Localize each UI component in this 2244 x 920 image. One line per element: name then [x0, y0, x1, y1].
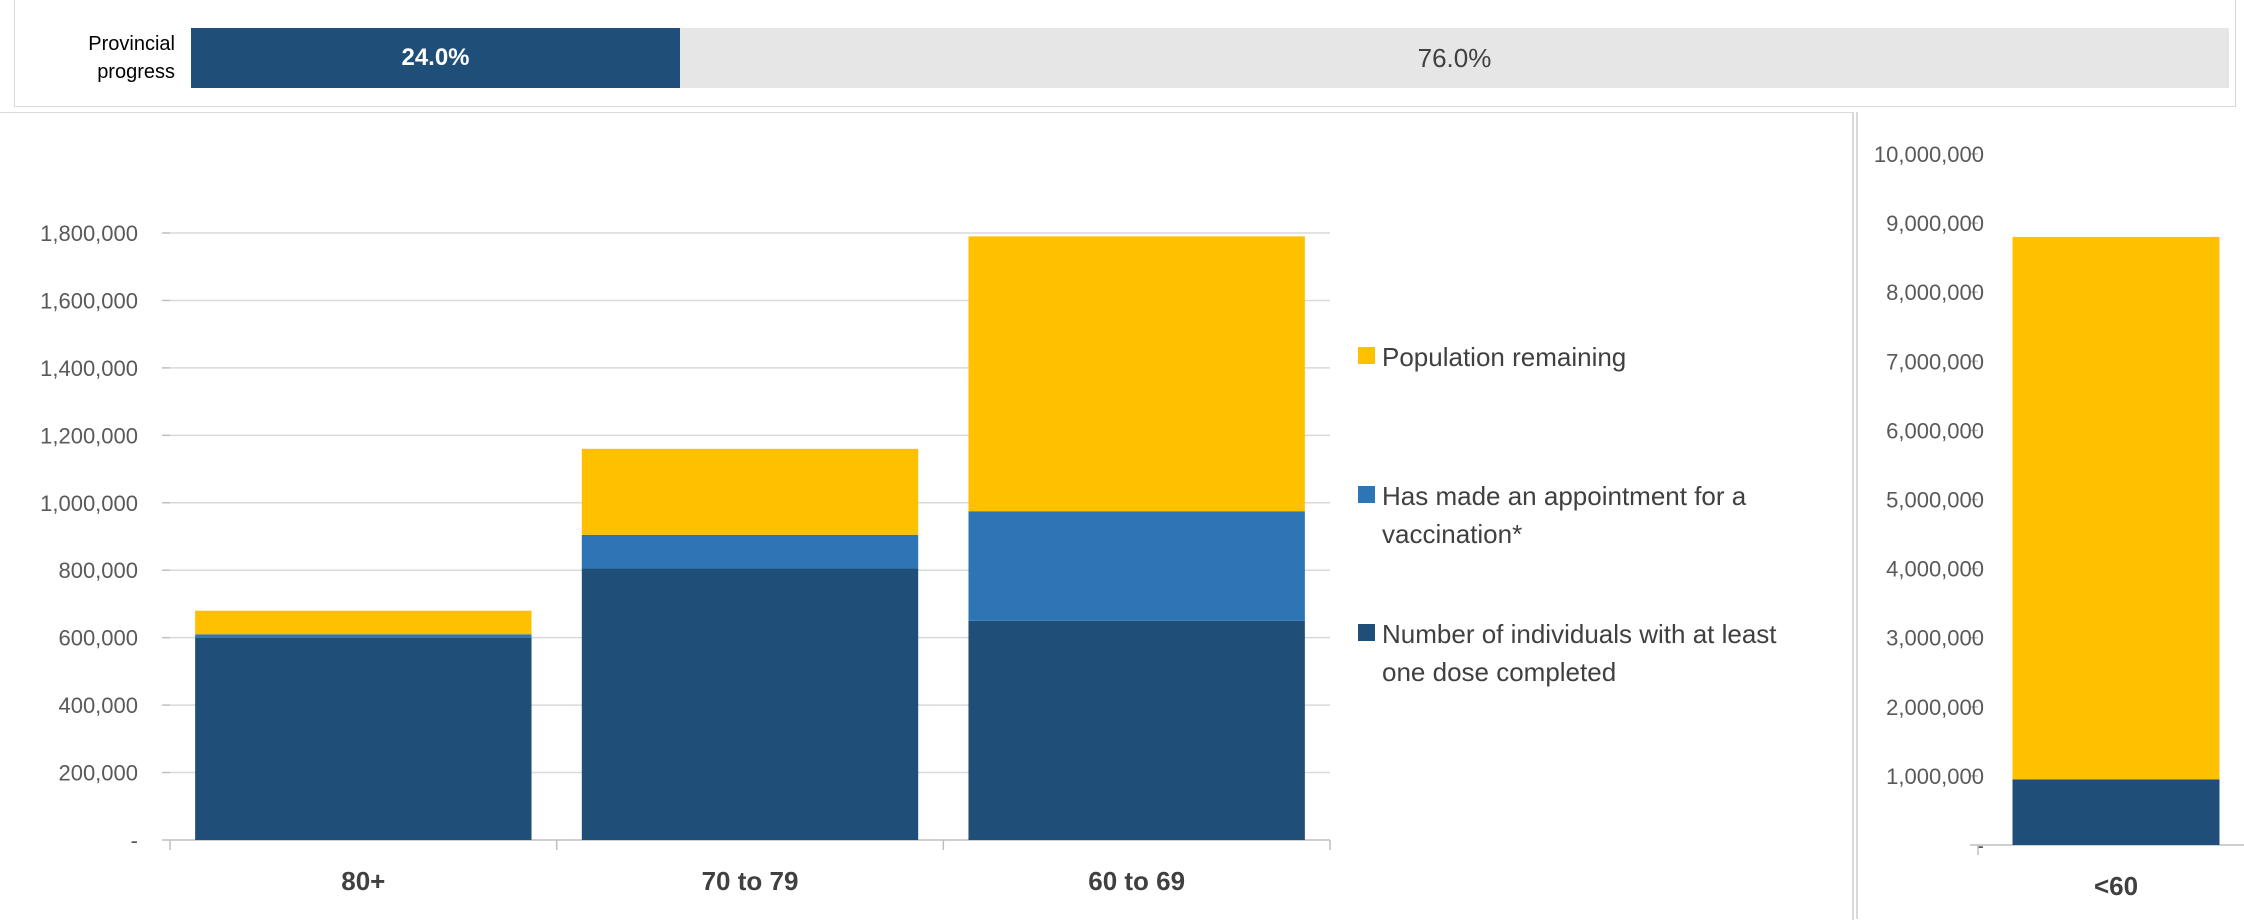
progress-label: Provincial progress [35, 30, 175, 86]
y-tick-label: 400,000 [58, 693, 138, 718]
legend-swatch [1358, 347, 1375, 364]
legend-label: Number of individuals with at least [1382, 619, 1777, 649]
y-tick-label: 5,000,000 [1886, 488, 1984, 513]
bar-segment [581, 534, 919, 569]
y-tick-label: 1,000,000 [40, 491, 138, 516]
bar-segment [2012, 779, 2220, 845]
bar-segment [968, 620, 1305, 840]
legend-label: Has made an appointment for a [1382, 481, 1747, 511]
legend-label: vaccination* [1382, 519, 1522, 549]
bar-segment [581, 448, 919, 535]
bar-segment [968, 236, 1305, 512]
bar-segment [2012, 236, 2220, 780]
y-tick-label: 1,400,000 [40, 356, 138, 381]
provincial-progress-panel: Provincial progress 24.0% 76.0% [14, 0, 2236, 107]
x-category-label: 60 to 69 [1088, 866, 1185, 896]
legend-swatch [1358, 486, 1375, 503]
progress-bar-remaining: 76.0% [1417, 42, 1492, 73]
under-60-chart-panel: -1,000,0002,000,0003,000,0004,000,0005,0… [1856, 112, 2244, 919]
y-tick-label: - [131, 828, 138, 853]
y-tick-label: 4,000,000 [1886, 557, 1984, 582]
bar-segment [581, 568, 919, 840]
bar-segment [968, 511, 1305, 621]
progress-bar: 24.0% 76.0% [191, 28, 2229, 88]
bar-segment [195, 637, 532, 840]
age-group-chart-panel: - 200,000 400,000 600,000 800,000 1,000,000 1,… [0, 112, 1854, 920]
x-category-label: <60 [2094, 871, 2138, 901]
y-tick-label: 2,000,000 [1886, 695, 1984, 720]
y-tick-label: 1,200,000 [40, 423, 138, 448]
age-group-chart: - 200,000 400,000 600,000 800,000 1,000,000 1,… [40, 221, 1777, 896]
progress-label-line2: progress [97, 61, 175, 83]
progress-bar-completed: 24.0% [191, 28, 680, 88]
y-tick-label: 1,800,000 [40, 221, 138, 246]
bar-segment [195, 610, 532, 635]
legend-swatch [1358, 624, 1375, 641]
under-60-chart: -1,000,0002,000,0003,000,0004,000,0005,0… [1874, 142, 2244, 901]
x-category-label: 80+ [341, 866, 385, 896]
progress-label-line1: Provincial [88, 33, 175, 55]
y-tick-label: 6,000,000 [1886, 418, 1984, 443]
y-tick-label: 800,000 [58, 558, 138, 583]
y-tick-label: 1,600,000 [40, 288, 138, 313]
x-category-label: 70 to 79 [702, 866, 799, 896]
bar-segment [195, 634, 532, 638]
y-tick-label: 3,000,000 [1886, 626, 1984, 651]
y-tick-label: 1,000,000 [1886, 764, 1984, 789]
legend-label: one dose completed [1382, 657, 1616, 687]
y-tick-label: 9,000,000 [1886, 211, 1984, 236]
legend-label: Population remaining [1382, 342, 1626, 372]
y-tick-label: 7,000,000 [1886, 349, 1984, 374]
y-tick-label: 200,000 [58, 761, 138, 786]
y-tick-label: 10,000,000 [1874, 142, 1984, 167]
y-tick-label: 8,000,000 [1886, 280, 1984, 305]
y-tick-label: 600,000 [58, 626, 138, 651]
